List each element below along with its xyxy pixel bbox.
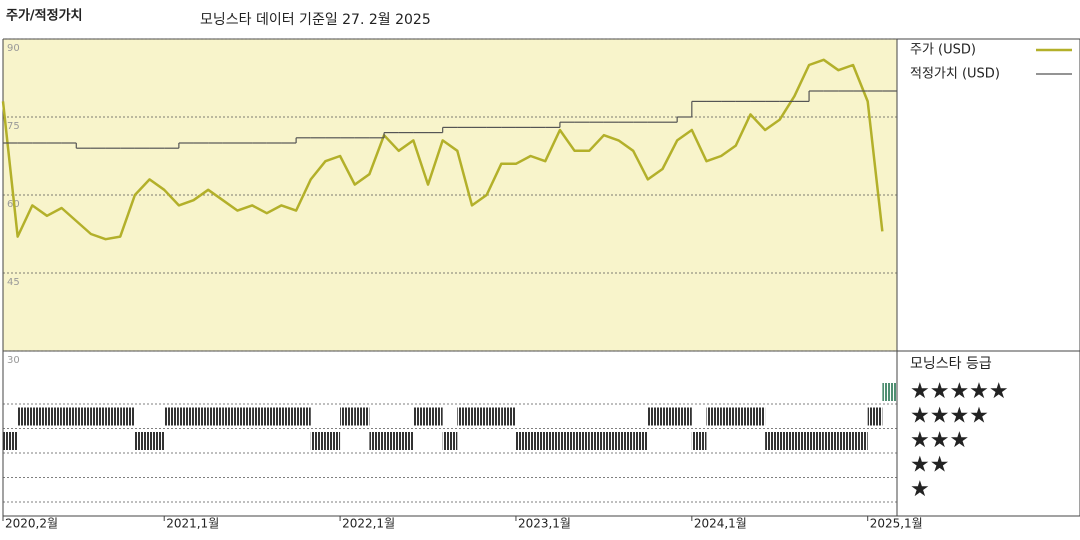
x-tick-label: 2021,1월: [166, 517, 219, 531]
rating-bar: [428, 407, 443, 426]
x-tick-label: 2025,1월: [870, 517, 923, 531]
rating-bar: [779, 432, 795, 450]
rating-title: 모닝스타 등급: [910, 356, 992, 372]
rating-bar: [120, 407, 135, 426]
rating-bar: [823, 432, 839, 450]
rating-bar: [237, 407, 253, 426]
rating-bar: [354, 407, 370, 426]
rating-bar: [882, 383, 897, 401]
rating-bar: [530, 432, 546, 450]
rating-bar: [677, 407, 692, 426]
rating-bar: [178, 407, 194, 426]
rating-bar: [46, 407, 62, 426]
rating-bar: [691, 432, 707, 450]
rating-bar: [90, 407, 106, 426]
rating-bar: [794, 432, 810, 450]
y-tick-label: 75: [7, 121, 20, 132]
x-tick-label: 2022,1월: [342, 517, 395, 531]
rating-bar: [603, 432, 619, 450]
rating-bar: [266, 407, 282, 426]
rating-bar: [222, 407, 238, 426]
rating-level-label: ★★★: [910, 428, 969, 453]
rating-level-label: ★★: [910, 453, 949, 478]
rating-bar: [706, 407, 722, 426]
rating-bar: [750, 407, 766, 426]
rating-bar: [765, 432, 780, 450]
rating-bar: [3, 432, 18, 450]
rating-bar: [589, 432, 604, 450]
y-tick-label: 45: [7, 277, 20, 288]
rating-bar: [442, 432, 458, 450]
rating-bar: [809, 432, 824, 450]
rating-level-label: ★: [910, 477, 930, 502]
rating-bar: [867, 407, 883, 426]
rating-bar: [296, 407, 311, 426]
chart-subtitle: 모닝스타 데이터 기준일 27. 2월 2025: [200, 12, 431, 28]
rating-bar: [61, 407, 77, 426]
rating-bar: [384, 432, 399, 450]
rating-bar: [545, 432, 560, 450]
rating-bar: [559, 432, 575, 450]
rating-bar: [340, 407, 355, 426]
rating-bar: [515, 432, 531, 450]
rating-bar: [721, 407, 736, 426]
rating-bar: [252, 407, 267, 426]
rating-bar: [208, 407, 223, 426]
x-tick-label: 2023,1월: [518, 517, 571, 531]
rating-bar: [735, 407, 751, 426]
rating-bar: [164, 407, 179, 426]
rating-level-label: ★★★★★: [910, 379, 1009, 404]
x-tick-label: 2024,1월: [694, 517, 747, 531]
x-tick-label: 2020,2월: [5, 517, 58, 531]
legend-label: 적정가치 (USD): [910, 67, 1000, 82]
rating-bar: [76, 407, 91, 426]
rating-bar: [457, 407, 472, 426]
rating-bar: [134, 432, 150, 450]
plot-background: [3, 39, 897, 351]
rating-level-label: ★★★★: [910, 404, 989, 429]
rating-bar: [369, 432, 385, 450]
rating-bar: [647, 407, 663, 426]
rating-bar: [413, 407, 429, 426]
price-line: [1, 58, 884, 241]
rating-bar: [618, 432, 634, 450]
rating-bar: [310, 432, 326, 450]
legend-label: 주가 (USD): [910, 43, 976, 58]
y-tick-label: 30: [7, 355, 20, 366]
rating-bar: [32, 407, 47, 426]
rating-bar: [471, 407, 487, 426]
rating-bar: [149, 432, 165, 450]
rating-bar: [486, 407, 502, 426]
rating-bar: [853, 432, 868, 450]
rating-bar: [17, 407, 33, 426]
rating-bar: [633, 432, 648, 450]
rating-bar: [501, 407, 516, 426]
chart-title: 주가/적정가치: [6, 8, 83, 24]
rating-bar: [574, 432, 590, 450]
y-tick-label: 90: [7, 43, 20, 54]
rating-bar: [193, 407, 209, 426]
rating-bar: [325, 432, 341, 450]
rating-bar: [838, 432, 854, 450]
rating-bar: [105, 407, 121, 426]
rating-bar: [398, 432, 414, 450]
rating-bar: [281, 407, 297, 426]
rating-bar: [662, 407, 678, 426]
